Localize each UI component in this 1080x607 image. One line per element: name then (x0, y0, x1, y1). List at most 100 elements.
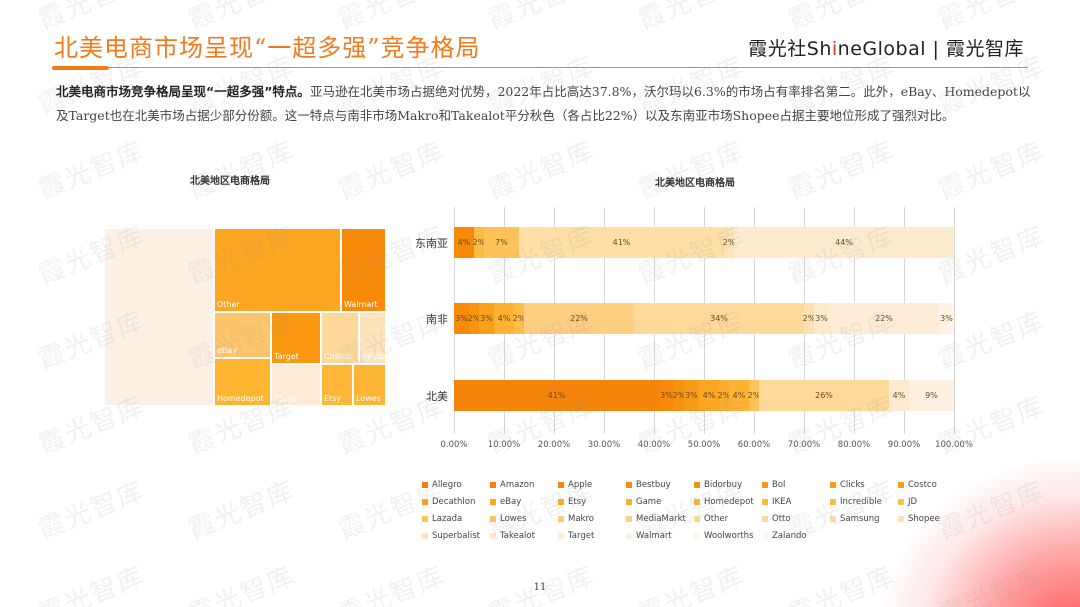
bar-segment: 22% (829, 303, 939, 334)
legend-swatch-icon (626, 533, 632, 539)
legend-swatch-icon (490, 516, 496, 522)
brand-logo: 霞光社ShineGlobal | 霞光智库 (748, 34, 1024, 61)
brand-i-accent: i (831, 38, 838, 60)
legend-item[interactable]: Lazada (422, 513, 490, 525)
bar-segment-label: 44% (835, 238, 853, 247)
legend-item[interactable]: Game (626, 496, 694, 508)
bar-segment-label: 3% (660, 391, 673, 400)
legend-label: Amazon (500, 480, 535, 490)
legend-label: Etsy (568, 497, 587, 507)
legend-item[interactable]: Walmart (626, 530, 694, 542)
legend-item[interactable]: Target (558, 530, 626, 542)
legend-label: Takealot (500, 531, 535, 541)
legend-label: Superbalist (432, 531, 480, 541)
x-tick-label: 20.00% (537, 440, 571, 450)
legend-swatch-icon (898, 516, 904, 522)
bar-segment-label: 4% (892, 391, 906, 400)
x-tick-label: 10.00% (487, 440, 521, 450)
legend-label: Zalando (772, 531, 807, 541)
legend-item[interactable]: Shopee (898, 513, 966, 525)
chart-legend: Allegro Amazon Apple Bestbuy Bidorbuy Bol Clic… (422, 479, 962, 542)
gridline (954, 207, 955, 434)
bar-segment: 4% (454, 227, 474, 258)
legend-item[interactable]: JD (898, 496, 966, 508)
legend-item[interactable]: eBay (490, 496, 558, 508)
treemap-cell-label: Walmart (344, 300, 378, 309)
legend-item[interactable]: Clicks (830, 479, 898, 491)
x-tick-label: 60.00% (737, 440, 771, 450)
legend-item[interactable]: Makro (558, 513, 626, 525)
legend-item[interactable]: Takealot (490, 530, 558, 542)
stacked-bar-chart: 4% 2% 7% 41% 2% 44% 3% 2% 3% 4% 2% 22% 34% 2% 3% 22% 3% 4… (454, 207, 955, 434)
legend-item[interactable]: Samsung (830, 513, 898, 525)
bar-segment: 9% (909, 380, 954, 411)
treemap-cell-bestbuy: Bestbuy (359, 312, 395, 364)
intro-body: 亚马逊在北美市场占据绝对优势，2022年占比高达37.8%，沃尔玛以6.3%的市… (56, 84, 1031, 123)
legend-label: MediaMarkt (636, 514, 686, 524)
treemap-cell-label: eBay (217, 346, 238, 355)
treemap-cell-homedepot: Homedepot (214, 358, 271, 406)
legend-item[interactable]: Bol (762, 479, 830, 491)
bar-segment-label: 22% (570, 314, 588, 323)
legend-label: Target (568, 531, 595, 541)
x-tick-label: 80.00% (837, 440, 871, 450)
x-tick-label: 30.00% (587, 440, 621, 450)
legend-label: Clicks (840, 480, 865, 490)
bar-segment: 3% (454, 303, 469, 334)
bar-segment-label: 4% (457, 238, 471, 247)
legend-item[interactable]: Apple (558, 479, 626, 491)
legend-swatch-icon (422, 516, 428, 522)
treemap-cell-label: Homedepot (217, 394, 264, 403)
legend-item[interactable]: Decathlon (422, 496, 490, 508)
legend-label: Allegro (432, 480, 462, 490)
watermark-text: 霞光智库 (784, 0, 900, 36)
legend-item[interactable]: Etsy (558, 496, 626, 508)
treemap-cell-ebay: eBay (214, 312, 271, 358)
legend-item[interactable]: Homedepot (694, 496, 762, 508)
legend-item[interactable]: Superbalist (422, 530, 490, 542)
bar-segment-label: 3% (455, 314, 468, 323)
x-tick-label: 90.00% (887, 440, 921, 450)
legend-swatch-icon (490, 533, 496, 539)
watermark-text: 霞光智库 (634, 135, 750, 206)
x-tick-label: 50.00% (687, 440, 721, 450)
bar-segment: 34% (634, 303, 804, 334)
legend-item[interactable]: Bestbuy (626, 479, 694, 491)
legend-label: Incredible (840, 497, 882, 507)
x-tick-label: 100.00% (935, 440, 973, 450)
watermark-text: 霞光智库 (934, 135, 1050, 206)
legend-item[interactable]: Bidorbuy (694, 479, 762, 491)
bar-segment-label: 4% (702, 391, 716, 400)
intro-paragraph: 北美电商市场竞争格局呈现“一超多强”特点。亚马逊在北美市场占据绝对优势，2022… (56, 80, 1031, 128)
treemap-cell-label: Costco (324, 352, 352, 361)
treemap-cell-label: Etsy (324, 394, 342, 403)
legend-item[interactable]: Costco (898, 479, 966, 491)
legend-item[interactable]: Lowes (490, 513, 558, 525)
legend-item[interactable]: Amazon (490, 479, 558, 491)
bar-segment-label: 2% (467, 314, 481, 323)
bar-segment: 41% (454, 380, 659, 411)
x-tick-label: 70.00% (787, 440, 821, 450)
intro-lead: 北美电商市场竞争格局呈现“一超多强”特点。 (56, 84, 310, 99)
legend-item[interactable]: Other (694, 513, 762, 525)
legend-item[interactable]: Woolworths (694, 530, 762, 542)
watermark-text: 霞光智库 (334, 135, 450, 206)
watermark-text: 霞光智库 (34, 135, 150, 206)
bar-category-label: 东南亚 (415, 237, 448, 250)
header-divider (108, 67, 1028, 68)
legend-item[interactable]: Zalando (762, 530, 830, 542)
treemap-cell-lowes: Lowes (353, 364, 386, 406)
legend-label: Costco (908, 480, 937, 490)
legend-item[interactable]: Allegro (422, 479, 490, 491)
legend-swatch-icon (422, 499, 428, 505)
bar-segment-label: 9% (925, 391, 938, 400)
bar-chart-title: 北美地区电商格局 (655, 178, 735, 189)
legend-item[interactable]: IKEA (762, 496, 830, 508)
legend-item[interactable]: Otto (762, 513, 830, 525)
bar-segment: 2% (513, 303, 525, 334)
bar-segment: 7% (484, 227, 519, 258)
watermark-text: 霞光智库 (634, 0, 750, 36)
legend-label: Bol (772, 480, 786, 490)
legend-item[interactable]: Incredible (830, 496, 898, 508)
legend-item[interactable]: MediaMarkt (626, 513, 694, 525)
